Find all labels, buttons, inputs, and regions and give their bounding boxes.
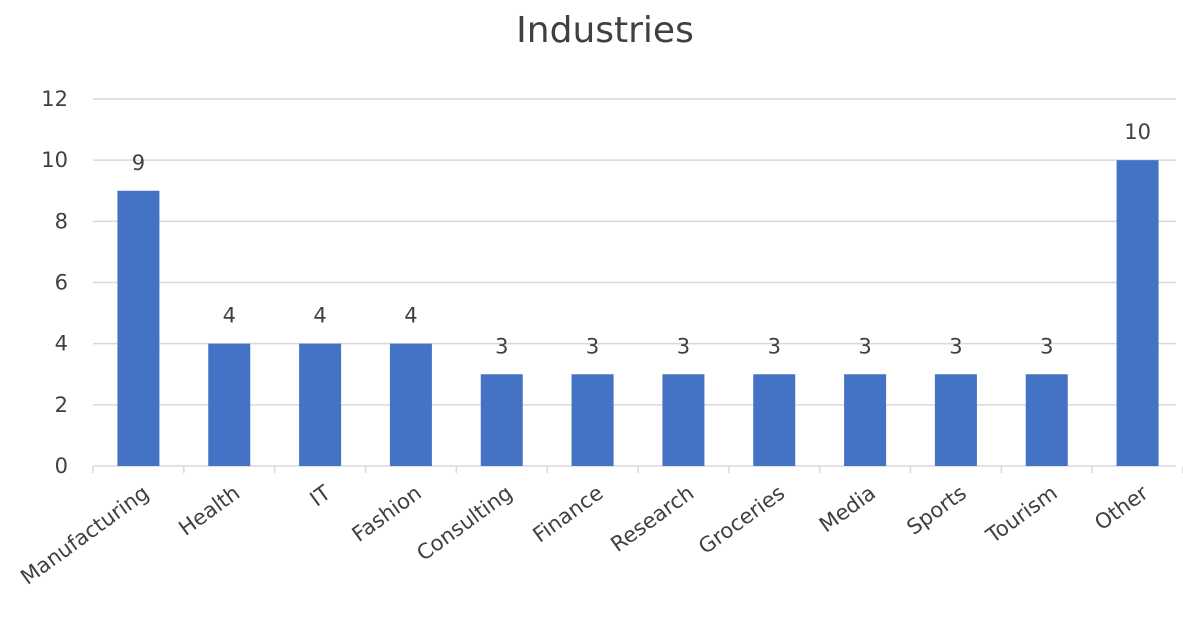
data-label-consulting: 3 <box>495 334 508 358</box>
category-label-fashion: Fashion <box>348 481 426 547</box>
data-label-health: 4 <box>223 304 236 328</box>
category-label-health: Health <box>174 481 244 541</box>
category-label-tourism: Tourism <box>981 481 1062 549</box>
y-tick-label: 2 <box>55 393 68 417</box>
category-label-groceries: Groceries <box>694 481 789 559</box>
category-label-consulting: Consulting <box>412 481 516 566</box>
data-label-finance: 3 <box>586 334 599 358</box>
data-label-media: 3 <box>858 334 871 358</box>
category-label-manufacturing: Manufacturing <box>16 481 153 590</box>
category-label-research: Research <box>606 481 698 557</box>
bar-it <box>299 343 342 466</box>
bar-groceries <box>753 374 796 466</box>
category-label-other: Other <box>1090 480 1153 535</box>
bar-fashion <box>389 343 432 466</box>
y-tick-label: 6 <box>55 271 68 295</box>
y-tick-label: 0 <box>55 454 68 478</box>
gridlines <box>93 98 1176 467</box>
data-labels: 9 4 4 4 3 3 3 3 3 3 3 10 <box>132 120 1151 358</box>
bar-research <box>662 374 705 466</box>
bar-media <box>844 374 887 466</box>
x-axis-ticks <box>92 466 1183 473</box>
y-tick-label: 8 <box>55 209 68 233</box>
data-label-manufacturing: 9 <box>132 151 145 175</box>
bar-finance <box>571 374 614 466</box>
category-label-sports: Sports <box>902 481 971 540</box>
data-label-groceries: 3 <box>768 334 781 358</box>
chart-title: Industries <box>516 10 694 51</box>
bar-manufacturing <box>117 190 160 466</box>
bars <box>117 160 1159 466</box>
y-tick-label: 4 <box>55 332 68 356</box>
data-label-fashion: 4 <box>404 304 417 328</box>
category-label-it: IT <box>306 481 336 512</box>
y-axis-tick-labels: 0 2 4 6 8 10 12 <box>41 87 68 478</box>
bar-sports <box>934 374 977 466</box>
category-label-finance: Finance <box>528 481 607 548</box>
data-label-tourism: 3 <box>1040 334 1053 358</box>
data-label-research: 3 <box>677 334 690 358</box>
bar-consulting <box>480 374 523 466</box>
bar-other <box>1116 160 1159 466</box>
y-tick-label: 10 <box>41 148 68 172</box>
category-label-media: Media <box>815 481 880 537</box>
data-label-it: 4 <box>313 304 326 328</box>
bar-tourism <box>1025 374 1068 466</box>
bar-health <box>208 343 251 466</box>
data-label-sports: 3 <box>949 334 962 358</box>
data-label-other: 10 <box>1124 120 1151 144</box>
y-tick-label: 12 <box>41 87 68 111</box>
